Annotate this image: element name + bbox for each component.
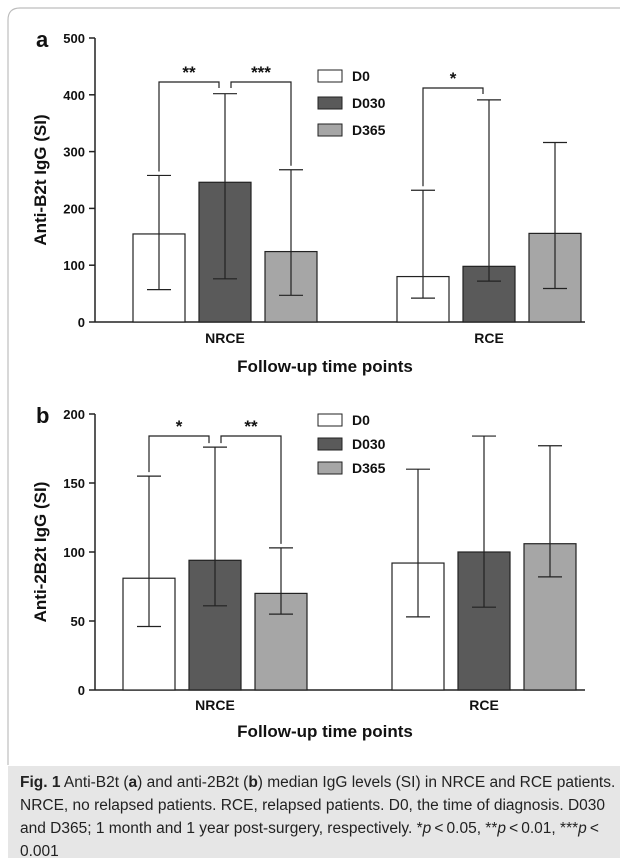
x-axis-label: Follow-up time points xyxy=(237,722,413,741)
y-tick-label: 0 xyxy=(78,315,85,330)
panel-b: b 0 50 100 150 200 Anti-2B2t IgG (SI) NRCE RCE Fo… xyxy=(31,403,585,741)
caption-p-2: p xyxy=(497,820,506,837)
y-tick-label: 0 xyxy=(78,683,85,698)
legend-swatch-d0 xyxy=(317,69,343,83)
figure-border xyxy=(7,7,620,30)
caption-panel-b-ref: b xyxy=(248,774,258,791)
panel-a: a 0 100 200 300 400 500 Anti-B2t IgG (SI) NRCE RC… xyxy=(31,27,585,376)
y-tick-label: 50 xyxy=(71,614,85,629)
legend-swatch-d030 xyxy=(317,437,343,451)
significance-bracket xyxy=(220,435,282,544)
significance-label: * xyxy=(176,417,183,436)
caption-p-1: p xyxy=(422,820,432,837)
legend-swatch-d030 xyxy=(317,96,343,110)
caption-text-6: < 0.001 xyxy=(20,820,603,860)
category-label: RCE xyxy=(469,697,499,713)
legend-label-d0: D0 xyxy=(352,68,370,84)
caption-text-4: < 0.05, ** xyxy=(431,820,498,837)
legend-label-d365: D365 xyxy=(352,460,386,476)
y-axis-label: Anti-2B2t IgG (SI) xyxy=(31,482,50,623)
significance-label: * xyxy=(450,69,457,88)
y-tick-label: 100 xyxy=(63,258,85,273)
legend-label-d030: D030 xyxy=(352,436,386,452)
y-axis-label: Anti-B2t IgG (SI) xyxy=(31,114,50,245)
x-axis-label: Follow-up time points xyxy=(237,357,413,376)
caption-fig-label: Fig. 1 xyxy=(20,774,61,791)
y-tick-label: 500 xyxy=(63,31,85,46)
legend-label-d030: D030 xyxy=(352,95,386,111)
caption-panel-a-ref: a xyxy=(128,774,138,791)
caption-text-5: < 0.01, *** xyxy=(506,820,579,837)
figure-caption: Fig. 1 Anti-B2t (a) and anti-2B2t (b) me… xyxy=(20,771,620,863)
category-label: RCE xyxy=(474,330,504,346)
caption-background xyxy=(8,766,620,858)
significance-label: ** xyxy=(244,417,258,436)
y-tick-label: 200 xyxy=(63,407,85,422)
legend-swatch-d365 xyxy=(317,461,343,475)
significance-label: ** xyxy=(182,63,196,82)
significance-label: *** xyxy=(251,63,271,82)
legend-label-d365: D365 xyxy=(352,122,386,138)
legend-swatch-d365 xyxy=(317,123,343,137)
significance-bracket xyxy=(422,87,484,187)
caption-text-3: ) median IgG levels (SI) in NRCE and RCE… xyxy=(20,774,616,837)
y-tick-label: 100 xyxy=(63,545,85,560)
y-tick-label: 200 xyxy=(63,201,85,216)
significance-bracket xyxy=(148,435,210,473)
y-tick-label: 150 xyxy=(63,476,85,491)
category-label: NRCE xyxy=(205,330,245,346)
category-label: NRCE xyxy=(195,697,235,713)
y-tick-label: 300 xyxy=(63,145,85,160)
caption-p-3: p xyxy=(578,820,587,837)
significance-bracket xyxy=(230,81,292,166)
panel-label: b xyxy=(36,403,49,428)
legend-swatch-d0 xyxy=(317,413,343,427)
significance-bracket xyxy=(158,81,220,172)
caption-text-1: Anti-B2t ( xyxy=(60,774,129,791)
y-tick-label: 400 xyxy=(63,88,85,103)
caption-text-2: ) and anti-2B2t ( xyxy=(137,774,249,791)
panel-label: a xyxy=(36,27,49,52)
legend-label-d0: D0 xyxy=(352,412,370,428)
